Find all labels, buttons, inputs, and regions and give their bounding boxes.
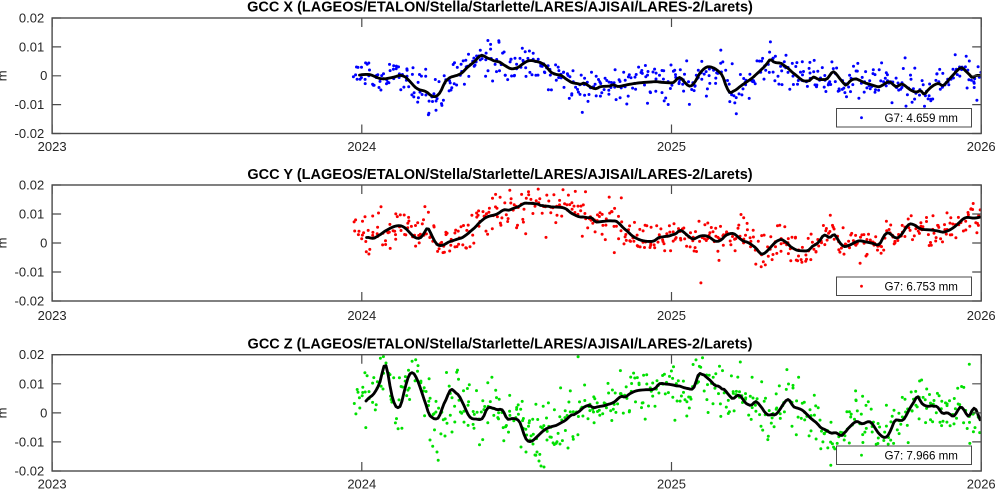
svg-text:2023: 2023: [38, 477, 67, 489]
svg-text:G7: 6.753 mm: G7: 6.753 mm: [885, 281, 958, 294]
svg-text:0.01: 0.01: [19, 376, 44, 391]
svg-text:-0.01: -0.01: [15, 265, 45, 280]
svg-text:0.02: 0.02: [19, 11, 44, 26]
svg-text:2025: 2025: [657, 308, 686, 323]
svg-text:2024: 2024: [347, 139, 376, 154]
svg-text:-0.02: -0.02: [15, 464, 45, 479]
svg-text:2026: 2026: [967, 139, 996, 154]
svg-text:2024: 2024: [347, 308, 376, 323]
svg-text:G7: 4.659 mm: G7: 4.659 mm: [885, 112, 958, 125]
svg-text:-0.01: -0.01: [15, 434, 45, 449]
svg-text:m: m: [0, 70, 10, 81]
svg-text:GCC X (LAGEOS/ETALON/Stella/St: GCC X (LAGEOS/ETALON/Stella/Starlette/LA…: [247, 0, 753, 16]
svg-text:0.02: 0.02: [19, 347, 44, 362]
svg-text:m: m: [0, 407, 10, 418]
svg-text:2024: 2024: [347, 477, 376, 489]
svg-text:m: m: [0, 238, 10, 249]
svg-text:2025: 2025: [657, 139, 686, 154]
svg-text:G7: 7.966 mm: G7: 7.966 mm: [885, 450, 958, 463]
svg-text:GCC Y (LAGEOS/ETALON/Stella/St: GCC Y (LAGEOS/ETALON/Stella/Starlette/LA…: [247, 167, 752, 183]
svg-text:2025: 2025: [657, 477, 686, 489]
svg-text:-0.01: -0.01: [15, 97, 45, 112]
svg-text:0: 0: [40, 236, 47, 251]
svg-text:2023: 2023: [38, 308, 67, 323]
svg-text:0.01: 0.01: [19, 39, 44, 54]
svg-text:-0.02: -0.02: [15, 294, 45, 309]
svg-text:0.02: 0.02: [19, 178, 44, 193]
svg-text:0.01: 0.01: [19, 207, 44, 222]
svg-text:0: 0: [40, 68, 47, 83]
svg-text:2026: 2026: [967, 477, 996, 489]
svg-text:-0.02: -0.02: [15, 126, 45, 141]
svg-text:2023: 2023: [38, 139, 67, 154]
svg-text:0: 0: [40, 405, 47, 420]
svg-text:GCC Z (LAGEOS/ETALON/Stella/St: GCC Z (LAGEOS/ETALON/Stella/Starlette/LA…: [248, 336, 753, 352]
svg-text:2026: 2026: [967, 308, 996, 323]
